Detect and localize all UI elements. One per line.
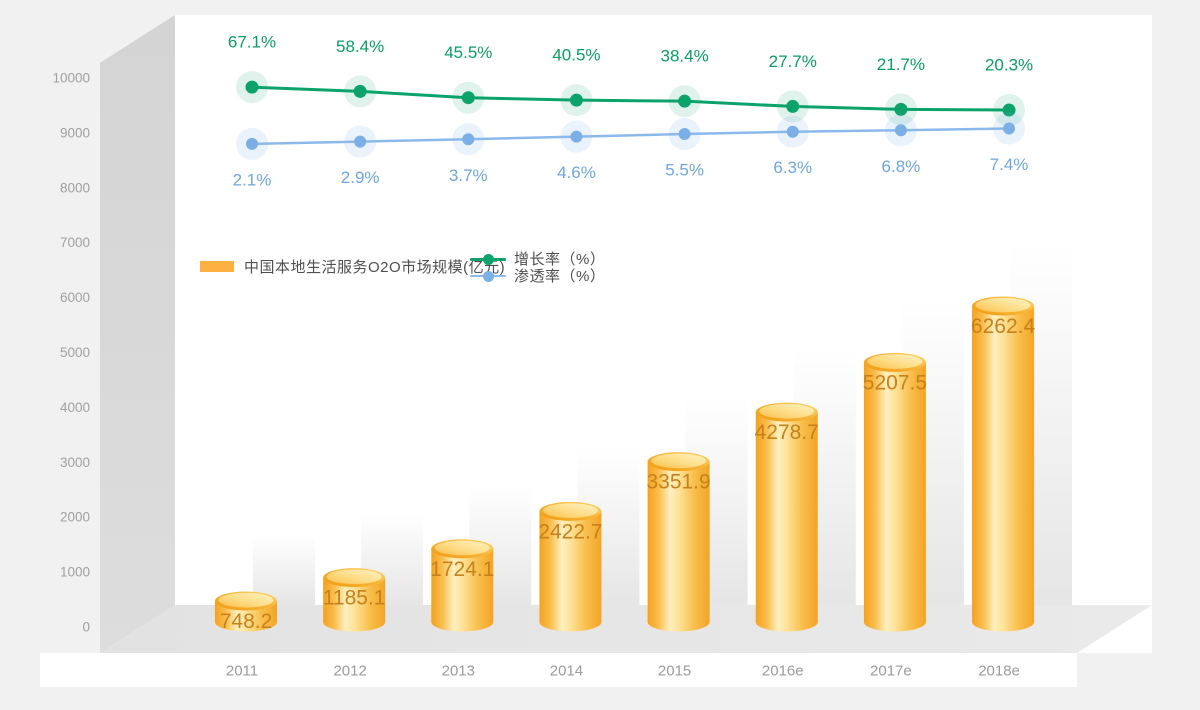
y-axis-tick-0: 0 <box>82 620 90 635</box>
penetration-series-label: 渗透率（%） <box>514 268 606 285</box>
growth-dot-2016e[interactable] <box>786 99 800 113</box>
growth-value-label-2011: 67.1% <box>228 33 276 52</box>
penetration-value-label-2017e: 6.8% <box>882 157 921 176</box>
growth-series-label: 增长率（%） <box>514 251 606 268</box>
growth-value-label-2014: 40.5% <box>552 46 600 65</box>
penetration-dot-2015[interactable] <box>678 128 691 141</box>
penetration-value-label-2014: 4.6% <box>557 163 596 182</box>
bar-series-label: 中国本地生活服务O2O市场规模(亿元) <box>244 259 506 276</box>
penetration-dot-2012[interactable] <box>354 135 367 148</box>
growth-value-label-2015: 38.4% <box>660 47 708 66</box>
y-axis-tick-9000: 9000 <box>60 125 90 140</box>
penetration-line-marker-icon <box>470 270 506 282</box>
bar-2018e[interactable]: 6262.4 <box>971 296 1036 632</box>
bar-value-label-2018e: 6262.4 <box>971 315 1036 338</box>
growth-value-label-2016e: 27.7% <box>769 52 817 71</box>
bar-value-label-2014: 2422.7 <box>538 520 602 543</box>
growth-dot-2015[interactable] <box>678 94 692 108</box>
bar-2016e[interactable]: 4278.7 <box>755 402 819 632</box>
legend: 中国本地生活服务O2O市场规模(亿元) 增长率（%） 渗透率（%） <box>200 246 720 286</box>
penetration-dot-2018e[interactable] <box>1003 122 1016 135</box>
y-axis-tick-2000: 2000 <box>60 510 90 525</box>
penetration-value-label-2012: 2.9% <box>341 168 380 187</box>
penetration-value-label-2018e: 7.4% <box>990 155 1029 174</box>
bar-value-label-2016e: 4278.7 <box>755 421 819 444</box>
growth-dot-2018e[interactable] <box>1002 103 1016 117</box>
growth-line-marker-icon <box>470 253 506 265</box>
y-axis-tick-5000: 5000 <box>60 345 90 360</box>
bar-2014[interactable]: 2422.7 <box>538 501 603 632</box>
x-axis-label-2015: 2015 <box>658 663 691 680</box>
growth-line <box>250 85 1011 112</box>
x-axis-label-2018e: 2018e <box>978 663 1020 680</box>
bar-2012[interactable]: 1185.1 <box>323 568 386 632</box>
x-axis-label-2011: 2011 <box>226 663 258 680</box>
legend-item-market-size[interactable]: 中国本地生活服务O2O市场规模(亿元) <box>200 256 505 277</box>
bar-value-label-2011: 748.2 <box>220 610 273 633</box>
axis-3d-side-wall <box>100 15 175 653</box>
growth-value-label-2013: 45.5% <box>444 43 492 62</box>
bar-2013[interactable]: 1724.1 <box>430 539 494 632</box>
bar-series-swatch <box>200 261 234 272</box>
penetration-line <box>250 127 1011 146</box>
growth-dot-2017e[interactable] <box>894 102 908 116</box>
growth-dot-2014[interactable] <box>569 93 583 107</box>
y-axis-tick-6000: 6000 <box>60 290 90 305</box>
bar-2015[interactable]: 3351.9 <box>646 452 711 632</box>
x-axis-label-2012: 2012 <box>333 663 366 680</box>
growth-value-label-2018e: 20.3% <box>985 56 1033 75</box>
x-axis-label-band <box>40 653 1077 687</box>
x-axis-label-2013: 2013 <box>442 663 475 680</box>
penetration-value-label-2015: 5.5% <box>665 161 704 180</box>
y-axis-tick-1000: 1000 <box>60 565 90 580</box>
y-axis-tick-7000: 7000 <box>60 235 90 250</box>
x-axis-label-2017e: 2017e <box>870 663 912 680</box>
growth-dot-2012[interactable] <box>353 84 367 98</box>
penetration-dot-2014[interactable] <box>570 130 583 143</box>
y-axis-tick-10000: 10000 <box>52 71 90 86</box>
growth-dot-2011[interactable] <box>245 80 259 94</box>
x-axis-label-2014: 2014 <box>550 663 583 680</box>
penetration-dot-2011[interactable] <box>246 137 258 150</box>
x-axis-label-2016e: 2016e <box>762 663 804 680</box>
growth-value-label-2017e: 21.7% <box>877 55 925 74</box>
penetration-value-label-2013: 3.7% <box>449 166 488 185</box>
y-axis-tick-3000: 3000 <box>60 455 90 470</box>
penetration-dot-2013[interactable] <box>462 133 475 146</box>
growth-value-label-2012: 58.4% <box>336 37 384 56</box>
penetration-value-label-2016e: 6.3% <box>773 158 812 177</box>
bar-value-label-2013: 1724.1 <box>430 558 494 581</box>
legend-item-penetration-rate[interactable]: 渗透率（%） <box>470 265 605 286</box>
bar-2011[interactable]: 748.2 <box>215 591 277 633</box>
penetration-dot-2016e[interactable] <box>786 125 799 138</box>
bar-value-label-2015: 3351.9 <box>646 471 710 494</box>
penetration-dot-2017e[interactable] <box>894 124 907 137</box>
bar-value-label-2012: 1185.1 <box>323 587 386 610</box>
bar-2017e[interactable]: 5207.5 <box>863 352 927 632</box>
legend-item-growth-rate[interactable]: 增长率（%） <box>470 248 605 269</box>
y-axis-tick-4000: 4000 <box>60 400 90 415</box>
y-axis-tick-8000: 8000 <box>60 180 90 195</box>
penetration-value-label-2011: 2.1% <box>233 170 272 189</box>
bar-value-label-2017e: 5207.5 <box>863 371 927 394</box>
growth-dot-2013[interactable] <box>461 91 475 105</box>
